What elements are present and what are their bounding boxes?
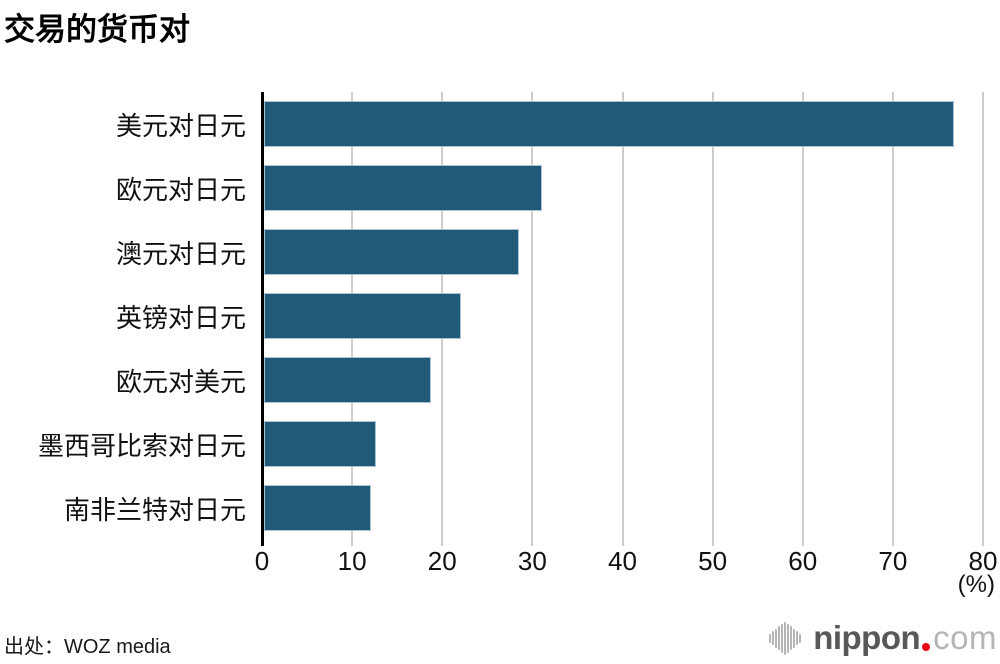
category-label: 欧元对美元 bbox=[115, 366, 246, 397]
logo-text-com: com bbox=[933, 619, 997, 656]
gridline-30 bbox=[531, 92, 534, 546]
x-tick-label-40: 40 bbox=[608, 546, 637, 576]
category-label: 墨西哥比索对日元 bbox=[37, 430, 246, 461]
category-label: 英镑对日元 bbox=[115, 302, 246, 333]
x-tick-label-20: 20 bbox=[427, 546, 457, 576]
category-label: 南非兰特对日元 bbox=[63, 494, 246, 525]
category-label: 澳元对日元 bbox=[115, 238, 246, 269]
bar bbox=[264, 229, 520, 275]
bar bbox=[264, 165, 542, 211]
bar bbox=[264, 293, 462, 339]
gridline-50 bbox=[711, 92, 714, 546]
x-tick-label-50: 50 bbox=[698, 546, 728, 576]
x-axis-unit-label: (%) bbox=[957, 571, 995, 598]
y-axis-line bbox=[260, 92, 264, 546]
x-tick-label-10: 10 bbox=[337, 546, 367, 576]
x-tick-label-70: 70 bbox=[878, 546, 908, 576]
category-label: 欧元对日元 bbox=[115, 174, 246, 205]
x-tick-label-0: 0 bbox=[254, 546, 270, 576]
bar bbox=[264, 101, 955, 147]
gridline-80 bbox=[982, 92, 984, 546]
x-axis-ticks: 0 10 20 30 40 50 60 70 80 bbox=[255, 546, 998, 576]
chart-title: 交易的货币对 bbox=[4, 12, 190, 47]
gridline-70 bbox=[891, 92, 894, 546]
source-credit: 出处：WOZ media bbox=[4, 636, 171, 658]
bar bbox=[264, 357, 431, 403]
bar bbox=[264, 485, 372, 531]
x-tick-label-60: 60 bbox=[788, 546, 818, 576]
soundwave-icon bbox=[769, 621, 802, 655]
category-labels: 美元对日元欧元对日元澳元对日元英镑对日元欧元对美元墨西哥比索对日元南非兰特对日元 bbox=[0, 92, 246, 540]
x-tick-label-30: 30 bbox=[517, 546, 547, 576]
x-tick-label-80: 80 bbox=[968, 546, 998, 576]
gridline-60 bbox=[801, 92, 804, 546]
nippon-logo: nippon com bbox=[769, 618, 997, 658]
category-label: 美元对日元 bbox=[115, 110, 246, 141]
plot-area bbox=[260, 92, 984, 546]
logo-red-dot-icon bbox=[922, 643, 931, 651]
bar bbox=[264, 421, 376, 467]
logo-text-nippon: nippon bbox=[813, 619, 921, 656]
gridline-40 bbox=[621, 92, 624, 546]
